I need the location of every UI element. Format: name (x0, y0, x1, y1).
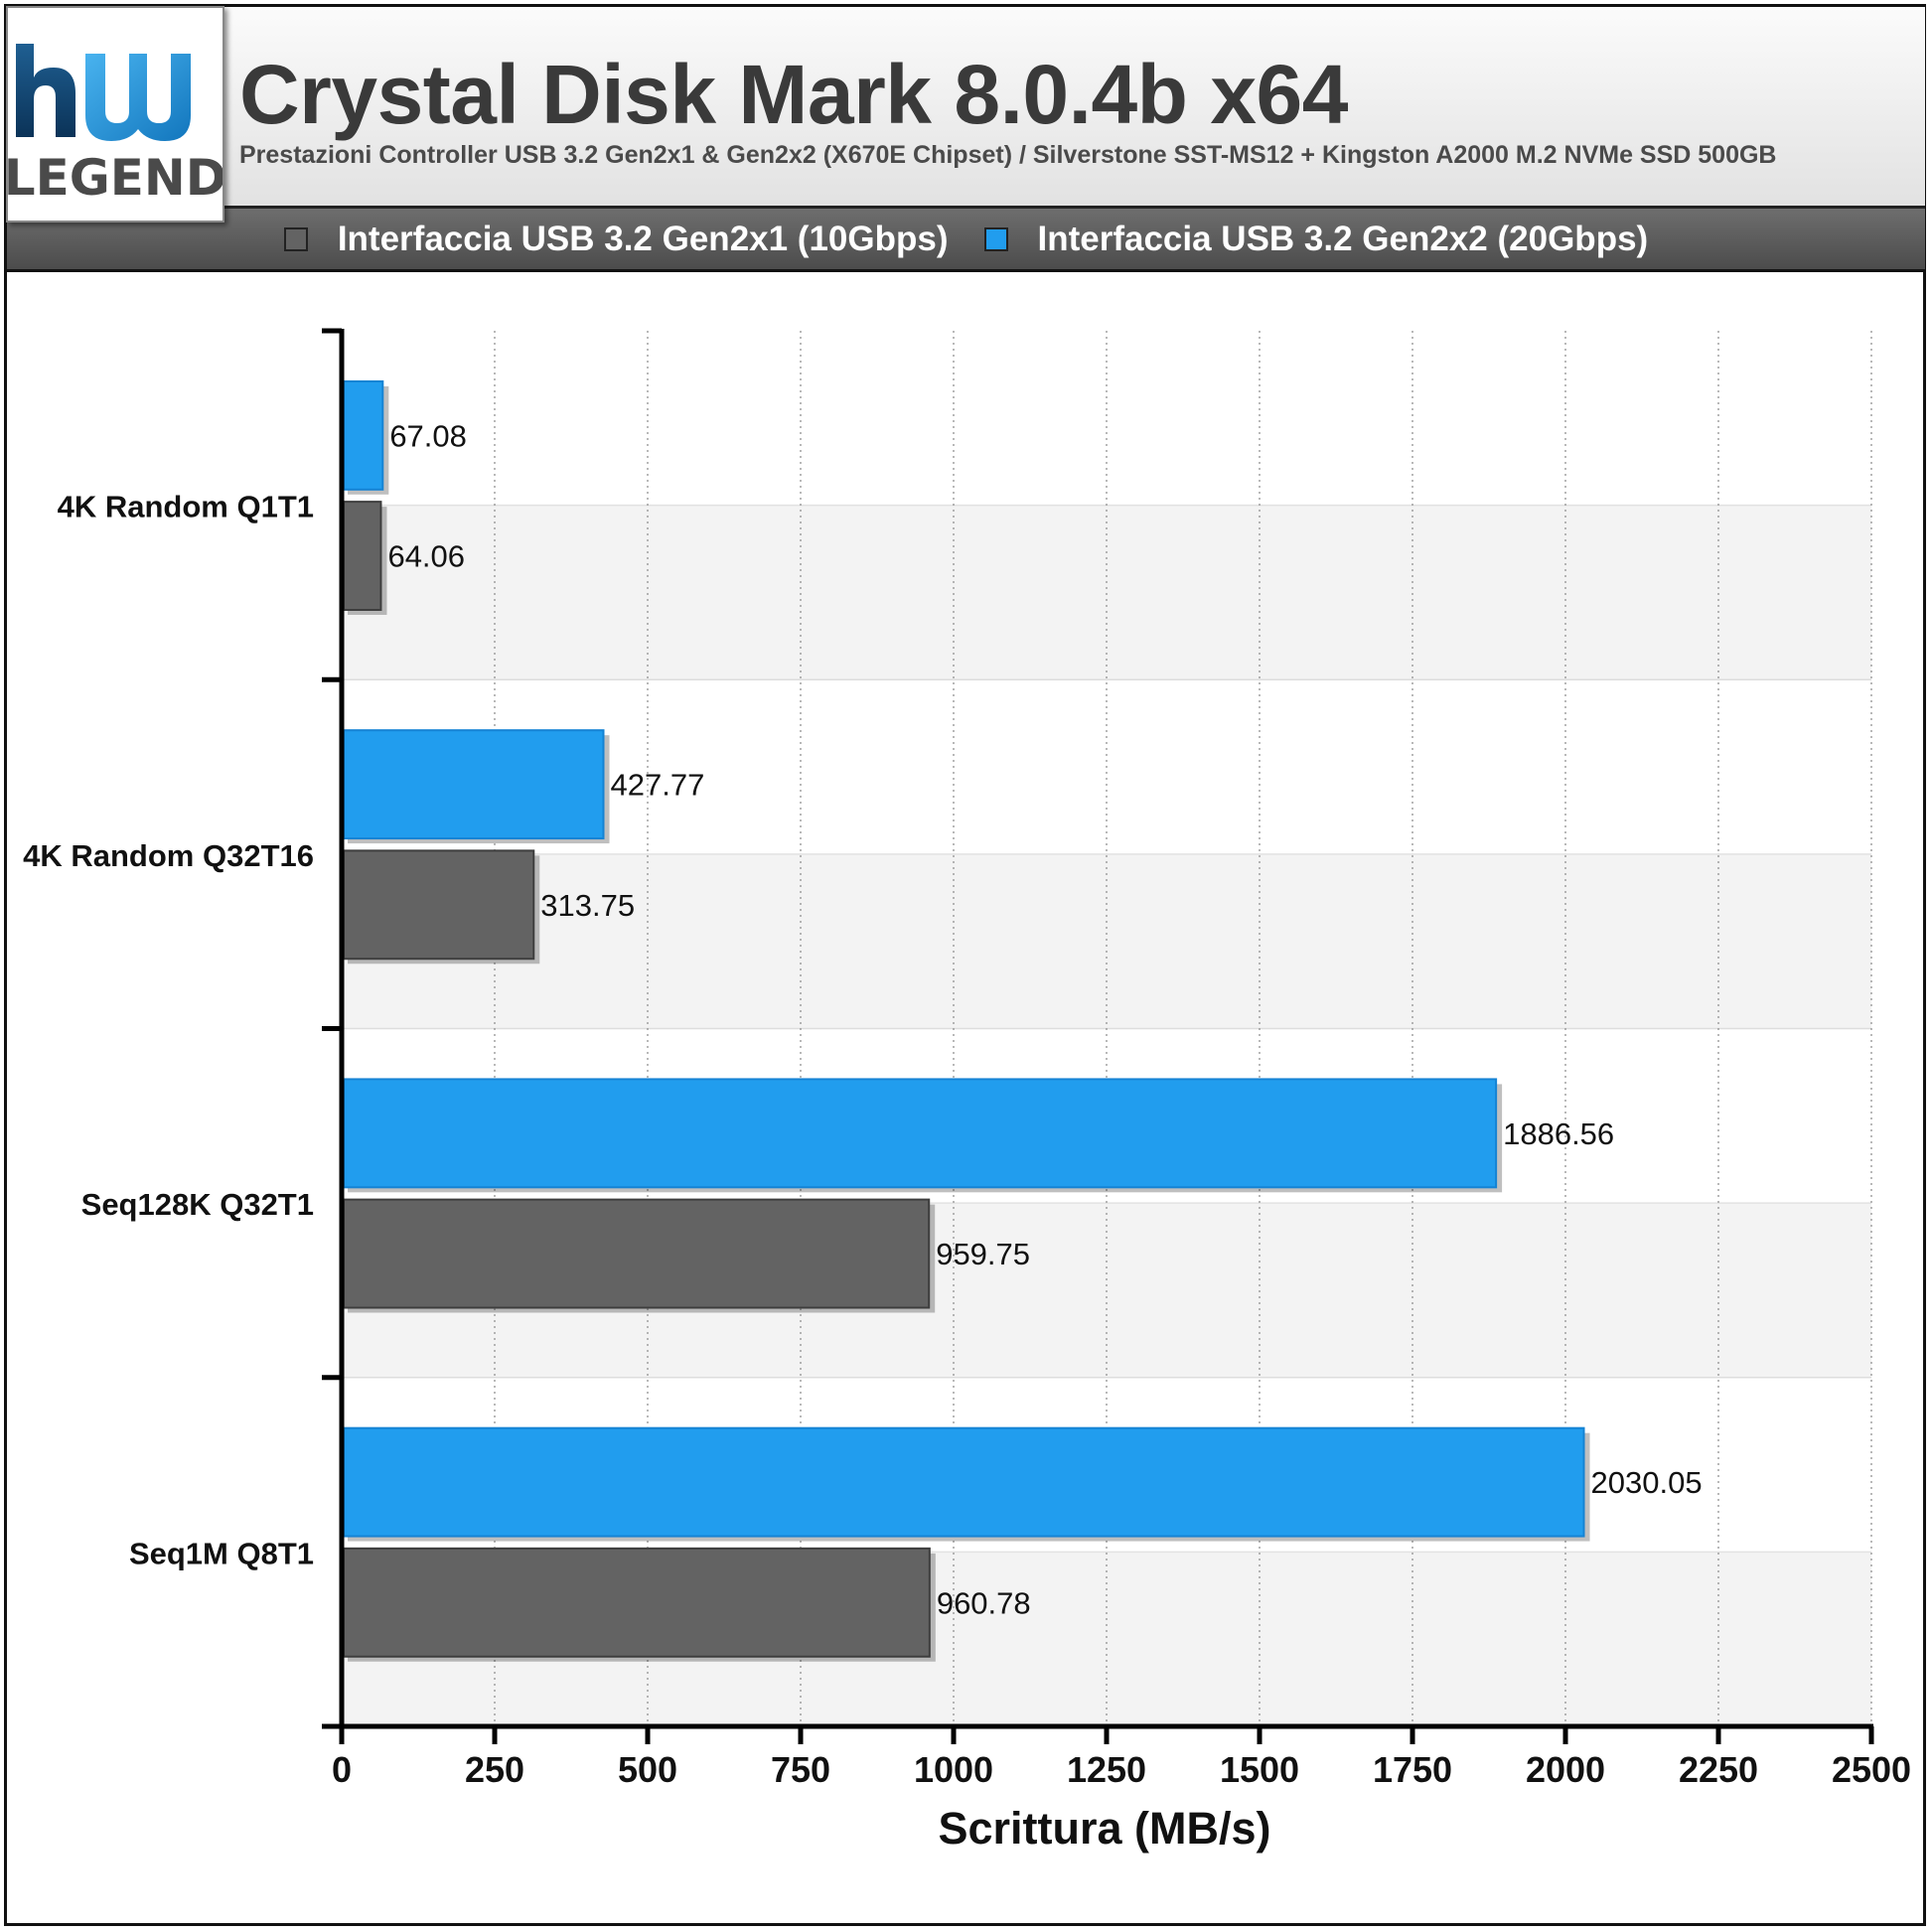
x-tick-label: 2500 (1832, 1749, 1911, 1790)
data-label: 960.78 (937, 1585, 1031, 1620)
category-label: Seq128K Q32T1 (81, 1187, 314, 1222)
gridlines (494, 331, 1872, 1726)
x-tick-label: 1250 (1067, 1749, 1146, 1790)
x-tick-label: 1750 (1373, 1749, 1452, 1790)
category-label: 4K Random Q1T1 (58, 490, 314, 524)
chart-subtitle: Prestazioni Controller USB 3.2 Gen2x1 & … (239, 141, 1777, 169)
legend-label-gen2x2: Interfaccia USB 3.2 Gen2x2 (20Gbps) (1037, 219, 1649, 258)
chart-legend: Interfaccia USB 3.2 Gen2x1 (10Gbps) Inte… (7, 209, 1925, 272)
chart-header: Crystal Disk Mark 8.0.4b x64 Prestazioni… (7, 7, 1925, 209)
legend-swatch-gen2x1 (283, 226, 308, 251)
data-label: 427.77 (611, 768, 705, 803)
category-label: Seq1M Q8T1 (129, 1536, 314, 1570)
category-label: 4K Random Q32T16 (23, 838, 314, 873)
data-label: 1886.56 (1503, 1116, 1614, 1151)
bars (343, 379, 1590, 1662)
x-tick-label: 1500 (1220, 1749, 1299, 1790)
axes (322, 328, 1874, 1744)
plot-band (342, 331, 1871, 506)
bar-gen2x1 (343, 1547, 931, 1658)
bar-gen2x1 (343, 1198, 931, 1309)
bar-gen2x2 (343, 1426, 1585, 1538)
logo-h-shape (16, 44, 75, 137)
bar-gen2x1 (343, 849, 535, 961)
data-label: 2030.05 (1591, 1465, 1703, 1500)
data-label: 64.06 (387, 539, 465, 574)
bar-gen2x2 (343, 729, 605, 840)
legend-swatch-gen2x2 (983, 226, 1008, 251)
bar-gen2x1 (343, 501, 382, 611)
x-tick-label: 250 (465, 1749, 524, 1790)
logo-wordmark: LEGEND (8, 149, 223, 207)
hwlegend-logo: LEGEND (4, 6, 226, 223)
data-label: 313.75 (540, 888, 635, 923)
legend-item-gen2x1: Interfaccia USB 3.2 Gen2x1 (10Gbps) (283, 219, 949, 259)
x-tick-label: 500 (618, 1749, 677, 1790)
x-axis-title: Scrittura (MB/s) (938, 1803, 1270, 1854)
labels: 67.08 64.06 4K Random Q1T1 427.77 313.75 4K R… (23, 418, 1911, 1790)
logo-w-shape (85, 54, 191, 141)
x-tick-label: 1000 (914, 1749, 993, 1790)
x-tick-label: 750 (771, 1749, 830, 1790)
bar-gen2x2 (343, 1078, 1498, 1189)
x-tick-label: 2250 (1679, 1749, 1758, 1790)
legend-item-gen2x2: Interfaccia USB 3.2 Gen2x2 (20Gbps) (983, 219, 1649, 259)
data-label: 67.08 (389, 418, 467, 453)
x-tick-label: 0 (332, 1749, 352, 1790)
data-label: 959.75 (936, 1237, 1030, 1271)
chart-title: Crystal Disk Mark 8.0.4b x64 (239, 48, 1348, 141)
x-tick-label: 2000 (1526, 1749, 1605, 1790)
legend-label-gen2x1: Interfaccia USB 3.2 Gen2x1 (10Gbps) (337, 219, 949, 258)
bar-gen2x2 (343, 379, 384, 491)
